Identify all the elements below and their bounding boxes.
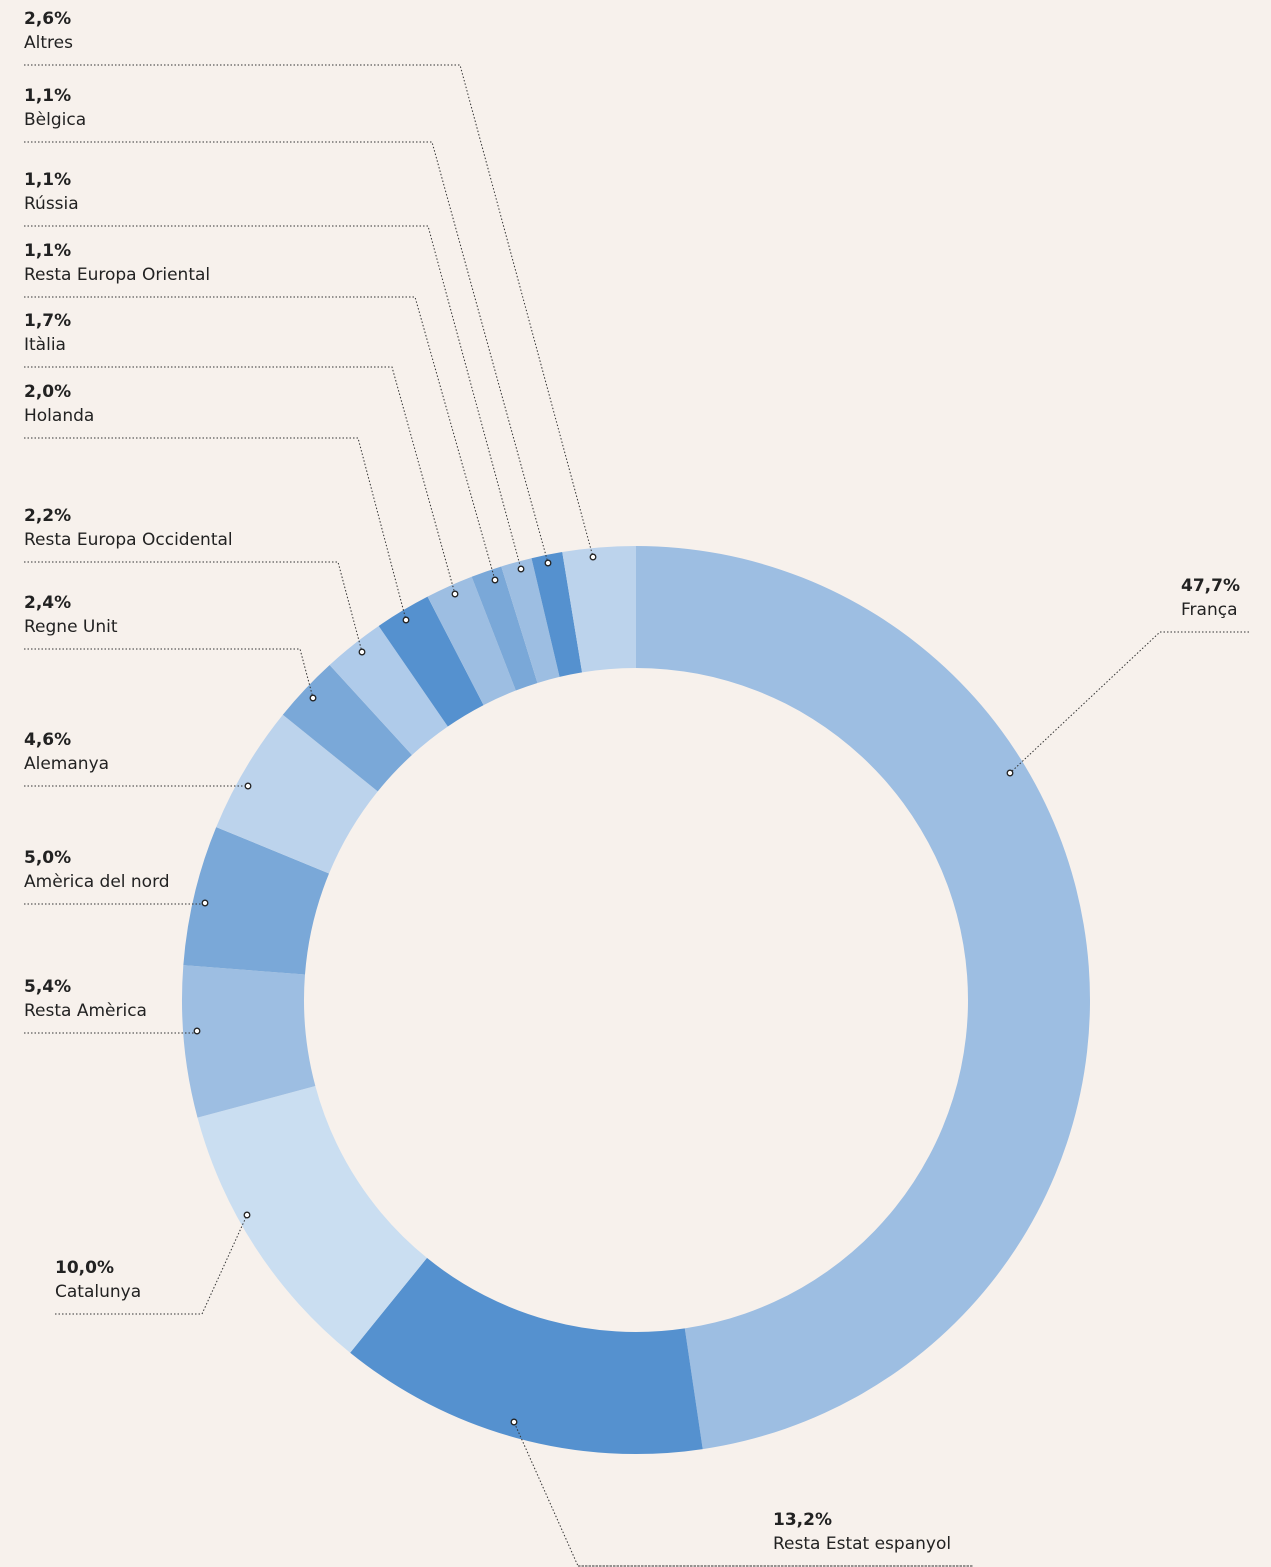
leader-dot — [589, 553, 597, 561]
value-label: 5,4% — [24, 977, 71, 997]
category-label: Alemanya — [24, 754, 109, 774]
leader-dot — [201, 899, 209, 907]
category-label: Rússia — [24, 194, 79, 214]
leader-dot — [244, 782, 252, 790]
leader-dot — [358, 648, 366, 656]
leader-dot — [193, 1027, 201, 1035]
leader-line — [513, 1421, 973, 1567]
value-label: 10,0% — [55, 1258, 114, 1278]
leader-line — [24, 141, 549, 564]
category-label: Resta Europa Occidental — [24, 530, 233, 550]
donut-slice — [378, 596, 484, 727]
category-label: Catalunya — [55, 1282, 141, 1302]
value-label: 4,6% — [24, 730, 71, 750]
value-label: 1,1% — [24, 170, 71, 190]
category-label: Resta Estat espanyol — [773, 1534, 951, 1554]
value-label: 1,1% — [24, 86, 71, 106]
leader-line — [24, 366, 456, 595]
leader-line — [24, 437, 407, 621]
leader-line — [24, 903, 206, 905]
category-label: Altres — [24, 33, 73, 53]
value-label: 5,0% — [24, 848, 71, 868]
value-label: 2,6% — [24, 9, 71, 29]
leader-line — [55, 1214, 248, 1315]
value-label: 2,4% — [24, 593, 71, 613]
category-label: França — [1181, 600, 1238, 620]
leader-dot — [510, 1418, 518, 1426]
category-label: Itàlia — [24, 335, 66, 355]
value-label: 47,7% — [1181, 576, 1240, 596]
donut-slice — [197, 1086, 427, 1353]
leader-dot — [451, 590, 459, 598]
leader-line — [24, 648, 314, 699]
donut-slice — [427, 576, 516, 706]
leader-line — [24, 296, 496, 581]
leader-line — [24, 561, 363, 653]
category-label: Resta Europa Oriental — [24, 265, 210, 285]
leader-line — [1009, 631, 1250, 774]
donut-slice — [183, 827, 330, 975]
donut-slice — [636, 546, 1090, 1450]
donut-slice — [501, 558, 560, 683]
category-label: Bèlgica — [24, 110, 86, 130]
value-label: 13,2% — [773, 1510, 832, 1530]
leader-dot — [309, 694, 317, 702]
donut-slice — [562, 546, 636, 673]
value-label: 2,0% — [24, 382, 71, 402]
value-label: 1,7% — [24, 311, 71, 331]
leader-dot — [517, 565, 525, 573]
category-label: Holanda — [24, 406, 94, 426]
donut-slice — [531, 552, 583, 677]
donut-slice — [471, 566, 538, 691]
leader-line — [24, 64, 594, 558]
leader-dot — [1006, 769, 1014, 777]
donut-slice — [329, 625, 448, 755]
leader-line — [24, 1031, 198, 1034]
donut-slice — [350, 1257, 703, 1454]
leader-dot — [402, 616, 410, 624]
value-label: 1,1% — [24, 241, 71, 261]
leader-dot — [544, 559, 552, 567]
category-label: Amèrica del nord — [24, 872, 170, 892]
leader-dot — [491, 576, 499, 584]
donut-slice — [181, 965, 316, 1118]
leader-dot — [243, 1211, 251, 1219]
category-label: Resta Amèrica — [24, 1001, 147, 1021]
leader-line — [24, 225, 522, 570]
value-label: 2,2% — [24, 506, 71, 526]
category-label: Regne Unit — [24, 617, 118, 637]
donut-slice — [216, 714, 378, 874]
